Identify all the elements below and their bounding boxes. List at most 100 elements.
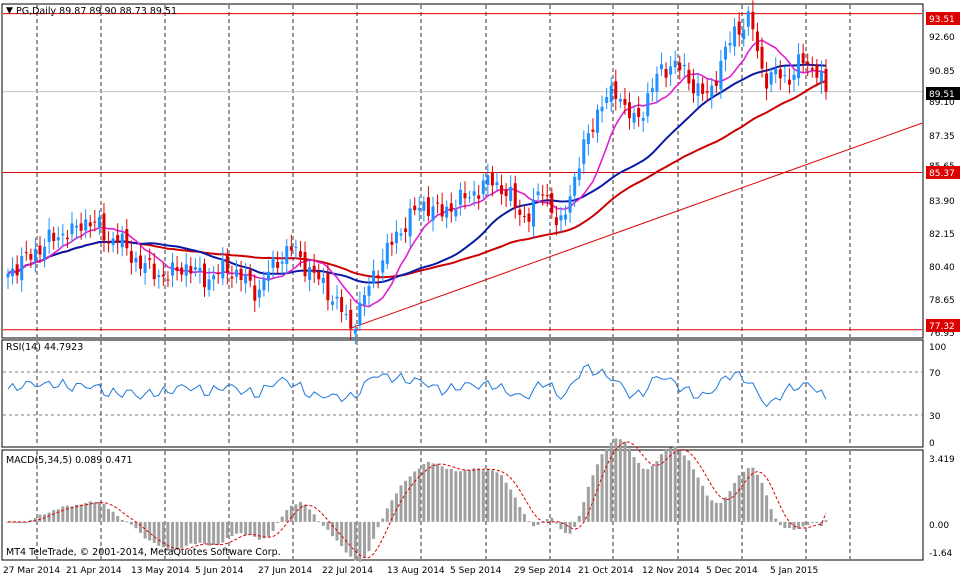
macd-histogram-bar (134, 521, 138, 529)
candle-body (792, 74, 796, 80)
macd-histogram-bar (193, 521, 197, 545)
macd-histogram-bar (426, 461, 430, 522)
price-tag-resistance (926, 12, 960, 25)
candle-body (321, 277, 325, 283)
macd-histogram-bar (230, 521, 234, 537)
macd-histogram-bar (513, 497, 517, 522)
macd-histogram-bar (353, 521, 357, 561)
candle-body (751, 11, 755, 30)
macd-histogram-bar (385, 508, 389, 522)
candle-body (234, 269, 238, 277)
candle-body (362, 295, 366, 305)
price-tag-resistance-label: 93.51 (929, 15, 955, 25)
candle-body (6, 273, 10, 278)
macd-histogram-bar (778, 521, 782, 526)
macd-histogram-bar (344, 521, 348, 553)
macd-histogram-bar (815, 521, 819, 523)
macd-histogram-bar (632, 457, 636, 522)
macd-histogram-bar (797, 521, 801, 529)
chart-title-icon: ▼ (6, 6, 13, 16)
macd-histogram-bar (509, 489, 513, 522)
candle-body (705, 91, 709, 93)
price-tag-support (926, 319, 960, 332)
candle-body (394, 231, 398, 244)
candle-body (810, 68, 814, 70)
rsi-tick: 100 (929, 343, 946, 353)
candle-body (637, 108, 641, 117)
candle-body (819, 71, 823, 83)
candle-body (203, 263, 207, 288)
candle-body (801, 53, 805, 64)
macd-histogram-bar (216, 521, 220, 546)
macd-title: MACD(5,34,5) 0.089 0.471 (6, 455, 133, 466)
ma-mid-line (7, 63, 827, 284)
macd-histogram-bar (454, 471, 458, 522)
price-tag-current (926, 87, 960, 100)
time-label: 13 Aug 2014 (387, 566, 445, 576)
macd-histogram-bar (495, 472, 499, 522)
candle-body (317, 271, 321, 280)
macd-histogram-bar (751, 467, 755, 522)
candle-body (303, 252, 307, 277)
candle-body (330, 301, 334, 305)
candle-body (564, 214, 568, 220)
macd-histogram-bar (440, 466, 444, 522)
candle-body (358, 302, 362, 326)
candle-body (97, 217, 101, 228)
macd-histogram-bar (696, 477, 700, 522)
candle-body (15, 264, 19, 276)
candle-body (143, 263, 147, 273)
macd-histogram-bar (490, 470, 494, 522)
candle-body (75, 225, 79, 228)
macd-histogram-bar (728, 491, 732, 522)
macd-histogram-bar (600, 454, 604, 522)
candle-body (376, 275, 380, 278)
candle-body (198, 267, 202, 272)
macd-histogram-bar (486, 469, 490, 522)
candle-body (527, 213, 531, 222)
candle-body (257, 289, 261, 298)
macd-histogram-bar (701, 485, 705, 522)
candle-body (815, 64, 819, 78)
macd-histogram-bar (710, 500, 714, 522)
candle-body (93, 221, 97, 223)
candle-body (349, 309, 353, 329)
chart-title: PG,Daily 89.87 89.90 88.73 89.51 (16, 6, 177, 17)
candle-body (650, 88, 654, 93)
macd-histogram-bar (449, 469, 453, 522)
macd-histogram-bar (166, 521, 170, 551)
level-lines[interactable] (3, 13, 923, 331)
macd-histogram-bar (646, 469, 650, 522)
candle-body (152, 263, 156, 280)
macd-histogram-bar (568, 521, 572, 534)
candle-body (248, 270, 252, 281)
macd-histogram-bar (198, 521, 202, 543)
macd-histogram-bar (564, 521, 568, 534)
price-axis: 92.60 90.85 89.10 87.35 85.65 83.90 82.1… (926, 12, 960, 339)
macd-histogram-bar (221, 521, 225, 543)
candle-body (426, 197, 430, 216)
candle-body (641, 118, 645, 121)
candle-body (806, 61, 810, 65)
candle-body (458, 189, 462, 205)
macd-panel-frame (1, 449, 924, 561)
candle-body (554, 217, 558, 226)
candle-body (440, 204, 444, 217)
macd-histogram-bar (742, 471, 746, 522)
candle-body (623, 98, 627, 105)
macd-histogram-bar (669, 447, 673, 522)
candle-body (655, 73, 659, 92)
rsi-panel-frame (1, 339, 924, 448)
candle-body (495, 182, 499, 186)
macd-histogram-bar (596, 464, 600, 522)
rsi-line (7, 363, 827, 408)
macd-histogram-bar (125, 521, 129, 523)
time-label: 27 Mar 2014 (3, 566, 60, 576)
candle-body (413, 205, 417, 211)
macd-histogram-bar (627, 448, 631, 522)
candle-body (769, 72, 773, 85)
macd-histogram-bar (276, 521, 280, 523)
candle-body (381, 260, 385, 273)
candle-body (659, 64, 663, 70)
